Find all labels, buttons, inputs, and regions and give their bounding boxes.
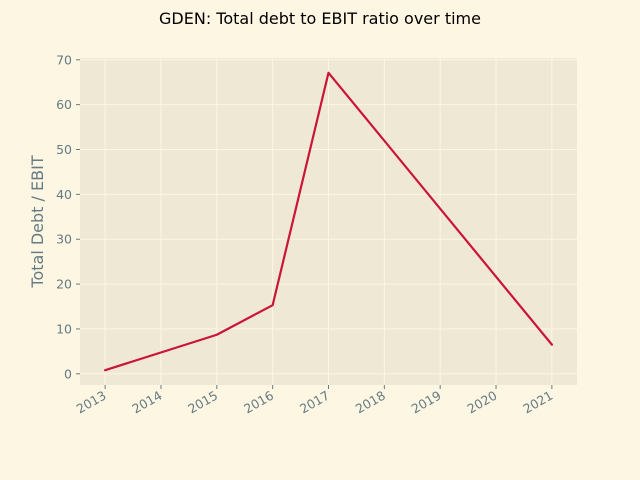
y-tick-label: 50 <box>56 142 72 157</box>
y-tick-label: 60 <box>56 97 72 112</box>
y-tick-label: 10 <box>56 321 72 336</box>
y-axis-label: Total Debt / EBIT <box>28 155 47 288</box>
y-tick-label: 20 <box>56 277 72 292</box>
y-tick-label: 40 <box>56 187 72 202</box>
series-layer <box>104 71 553 372</box>
y-tick-label: 30 <box>56 232 72 247</box>
series-line <box>104 71 553 372</box>
y-tick-label: 0 <box>64 366 72 381</box>
chart-title: GDEN: Total debt to EBIT ratio over time <box>159 9 481 28</box>
grid-lines <box>80 58 577 385</box>
y-axis: 0 10 20 30 40 50 60 70 <box>56 52 80 381</box>
y-tick-label: 70 <box>56 52 72 67</box>
